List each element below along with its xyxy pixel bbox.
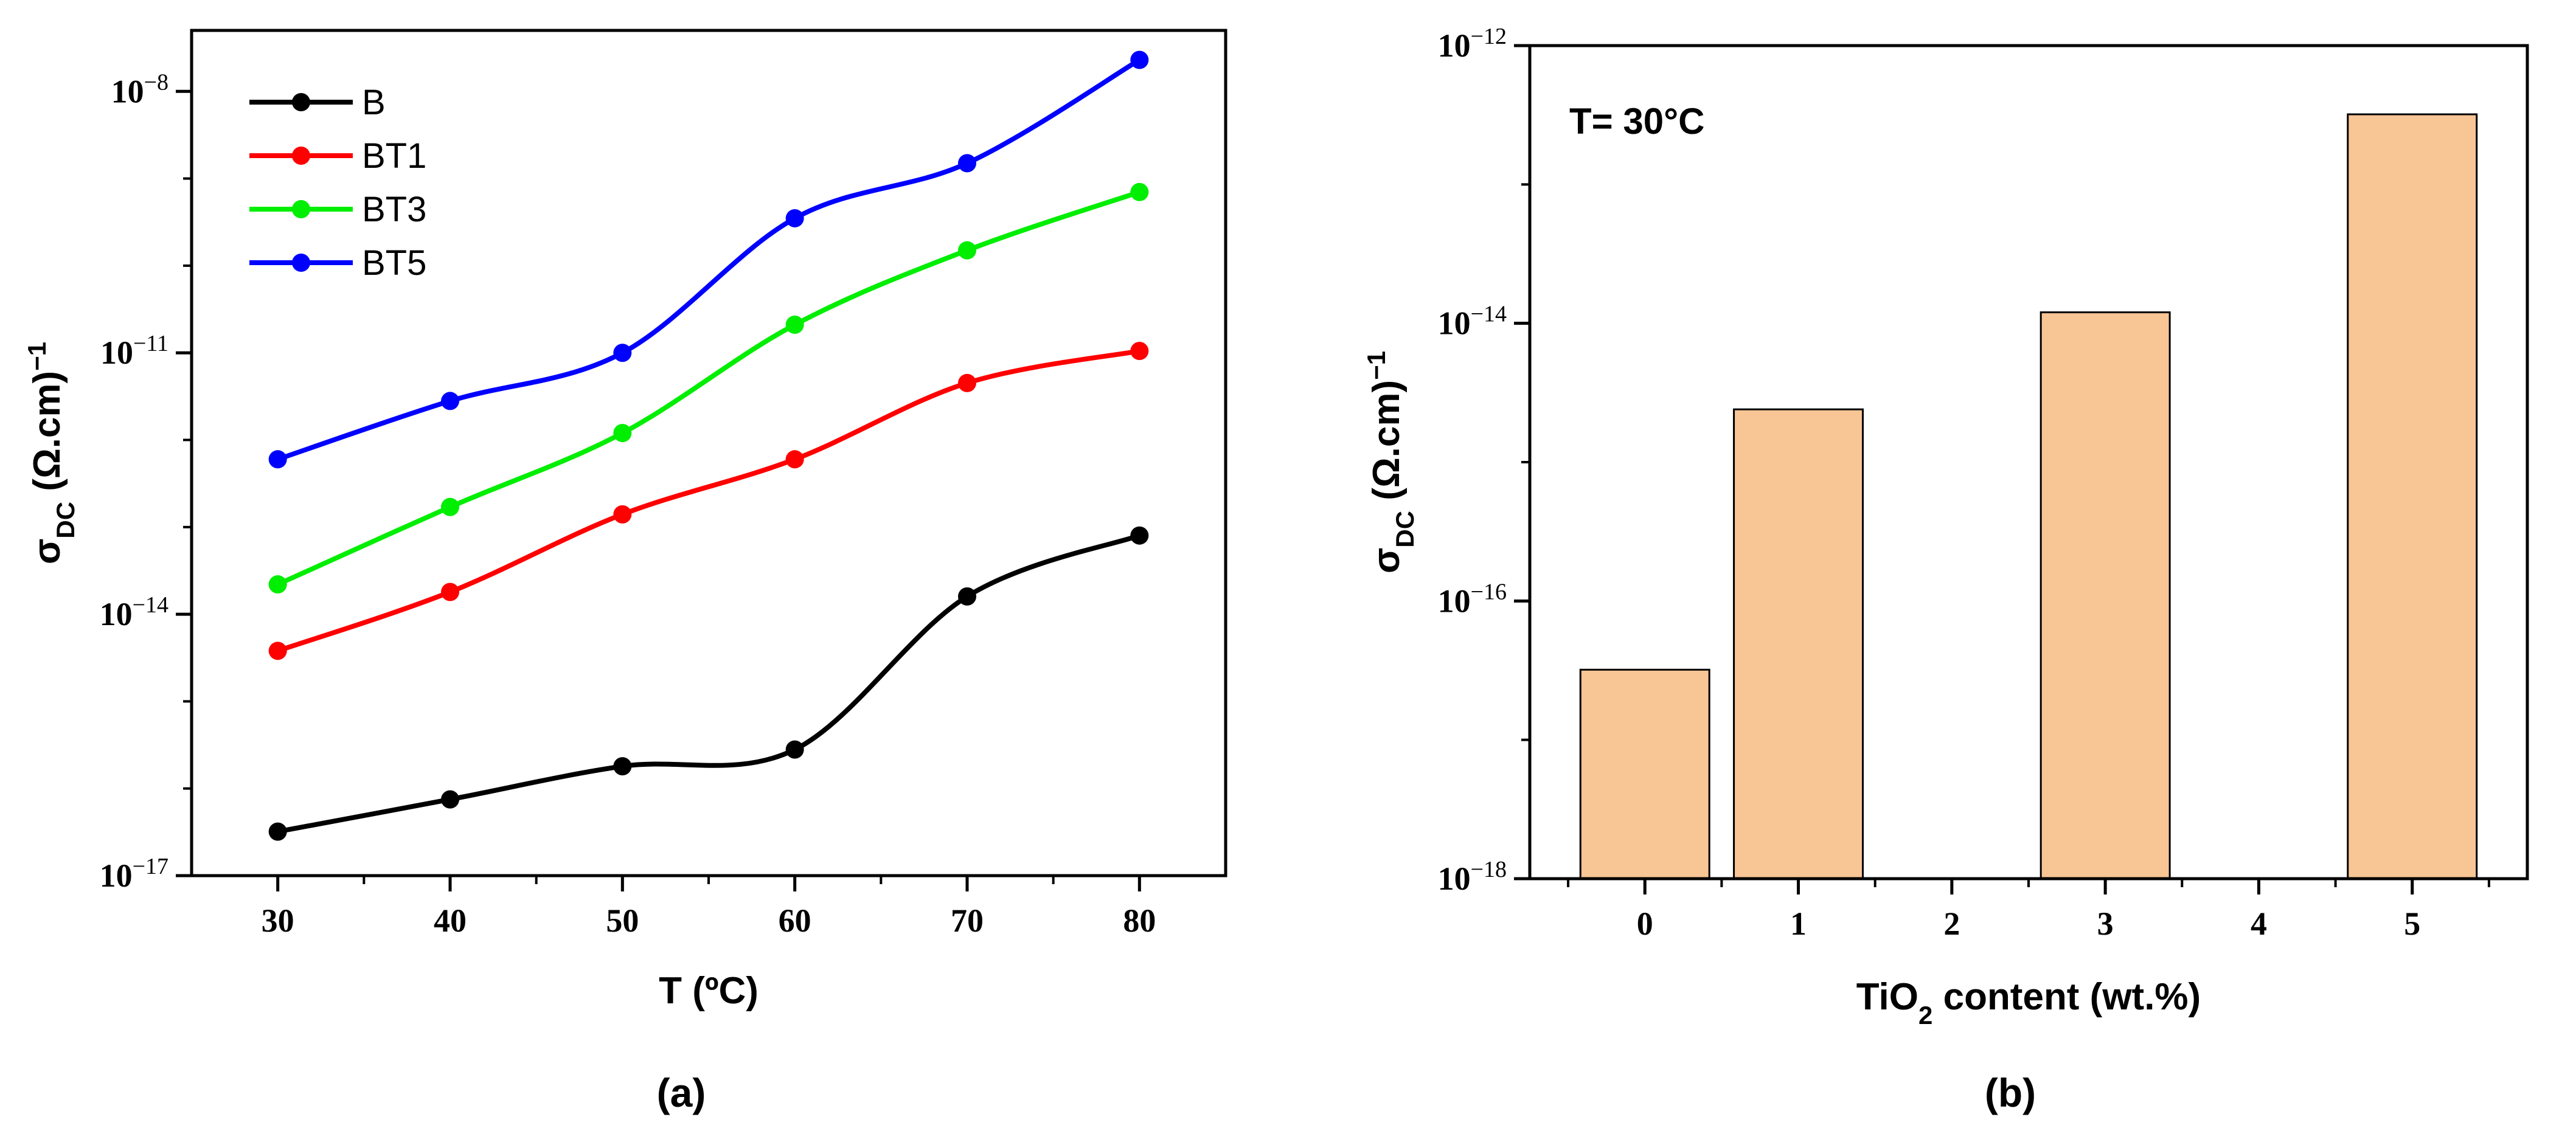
bar-0 <box>1579 668 1710 880</box>
bar-5 <box>2347 113 2478 880</box>
legend-label-bt1: BT1 <box>362 136 426 176</box>
panel-b-x-tick-label: 4 <box>2251 905 2267 942</box>
legend-marker-bt3 <box>292 200 310 218</box>
data-point-bt5 <box>268 450 287 469</box>
panel-a-x-tick-label: 70 <box>951 902 984 939</box>
panel-b-x-tick-label: 3 <box>2097 905 2114 942</box>
panel-a-x-tick-label: 50 <box>606 902 639 939</box>
series-line-bt5 <box>277 58 1141 462</box>
legend-marker-b <box>292 93 310 111</box>
panel-b-x-tick-label: 0 <box>1637 905 1653 942</box>
panel-b-label: (b) <box>1985 1070 2036 1115</box>
panel-b-x-axis-label: TiO2 content (wt.%) <box>1856 976 2201 1029</box>
panel-a-x-tick-label: 30 <box>262 902 294 939</box>
panel-b-y-axis-label: σDC (Ω.cm)−1 <box>1362 351 1419 573</box>
data-point-bt3 <box>613 424 632 443</box>
panel-b-y-tick-label: 10−16 <box>1438 579 1507 619</box>
data-point-bt5 <box>613 344 632 362</box>
panel-b-annotation: T= 30°C <box>1569 101 1704 142</box>
legend-marker-bt5 <box>292 254 310 272</box>
data-point-bt3 <box>785 316 804 334</box>
data-point-bt1 <box>785 450 804 469</box>
legend-label-b: B <box>362 83 386 122</box>
legend-label-bt3: BT3 <box>362 190 426 229</box>
data-point-bt5 <box>1130 50 1149 69</box>
data-point-b <box>441 790 459 809</box>
panel-a-x-axis-label: T (ºC) <box>659 970 759 1012</box>
data-point-b <box>1130 526 1149 545</box>
panel-b-x-tick-label: 5 <box>2404 905 2420 942</box>
data-point-bt3 <box>268 575 287 594</box>
data-point-bt3 <box>958 241 976 260</box>
data-point-bt5 <box>958 154 976 173</box>
panel-a-y-axis-label: σDC (Ω.cm)−1 <box>23 342 80 564</box>
panel-a-series-group <box>268 50 1149 841</box>
panel-b-y-ticks: 10−18 10−16 10−14 10−12 <box>1438 24 1530 897</box>
data-point-b <box>958 587 976 606</box>
data-point-b <box>785 740 804 759</box>
data-point-bt1 <box>441 583 459 601</box>
panel-b-bar-chart: 0 1 2 3 4 5 10−18 10−16 10−14 10−12 T= 30°C TiO2… <box>1362 24 2529 1115</box>
panel-b-y-tick-label: 10−18 <box>1438 857 1507 897</box>
panel-a-x-tick-label: 80 <box>1123 902 1156 939</box>
panel-a-y-ticks: 10−17 10−14 10−11 10−8 <box>100 69 192 894</box>
panel-b-y-tick-label: 10−14 <box>1438 302 1507 342</box>
panel-b-x-ticks: 0 1 2 3 4 5 <box>1567 879 2490 942</box>
series-line-bt3 <box>277 190 1140 587</box>
data-point-bt1 <box>613 505 632 524</box>
panel-a-x-tick-label: 60 <box>779 902 811 939</box>
panel-b-bars-group <box>1579 113 2478 880</box>
data-point-bt3 <box>1130 182 1149 201</box>
bar-3 <box>2040 311 2171 880</box>
series-line-bt1 <box>277 348 1140 654</box>
data-point-bt3 <box>441 497 459 516</box>
data-point-b <box>613 757 632 776</box>
panel-a-line-chart: 30 40 50 60 70 80 10−17 10−14 10−11 10−8 B BT1 BT3… <box>23 29 1227 1115</box>
data-point-bt1 <box>958 373 976 392</box>
bar-1 <box>1733 408 1864 880</box>
panel-a-y-tick-label: 10−17 <box>100 854 168 894</box>
data-point-b <box>268 822 287 841</box>
panel-a-y-tick-label: 10−11 <box>100 331 168 371</box>
panel-a-y-tick-label: 10−8 <box>111 69 168 109</box>
series-line-b <box>277 533 1140 834</box>
data-point-bt5 <box>785 209 804 227</box>
data-point-bt1 <box>268 642 287 660</box>
panel-a-label: (a) <box>657 1070 706 1115</box>
panel-b-x-tick-label: 1 <box>1790 905 1807 942</box>
panel-b-y-tick-label: 10−12 <box>1438 24 1507 64</box>
panel-a-legend: B BT1 BT3 BT5 <box>249 83 426 283</box>
panel-a-y-tick-label: 10−14 <box>100 592 168 632</box>
data-point-bt1 <box>1130 342 1149 361</box>
legend-marker-bt1 <box>292 147 310 165</box>
panel-a-x-tick-label: 40 <box>434 902 467 939</box>
panel-b-x-tick-label: 2 <box>1943 905 1960 942</box>
legend-label-bt5: BT5 <box>362 243 426 283</box>
panel-a-x-ticks: 30 40 50 60 70 80 <box>262 876 1156 939</box>
data-point-bt5 <box>441 392 459 410</box>
